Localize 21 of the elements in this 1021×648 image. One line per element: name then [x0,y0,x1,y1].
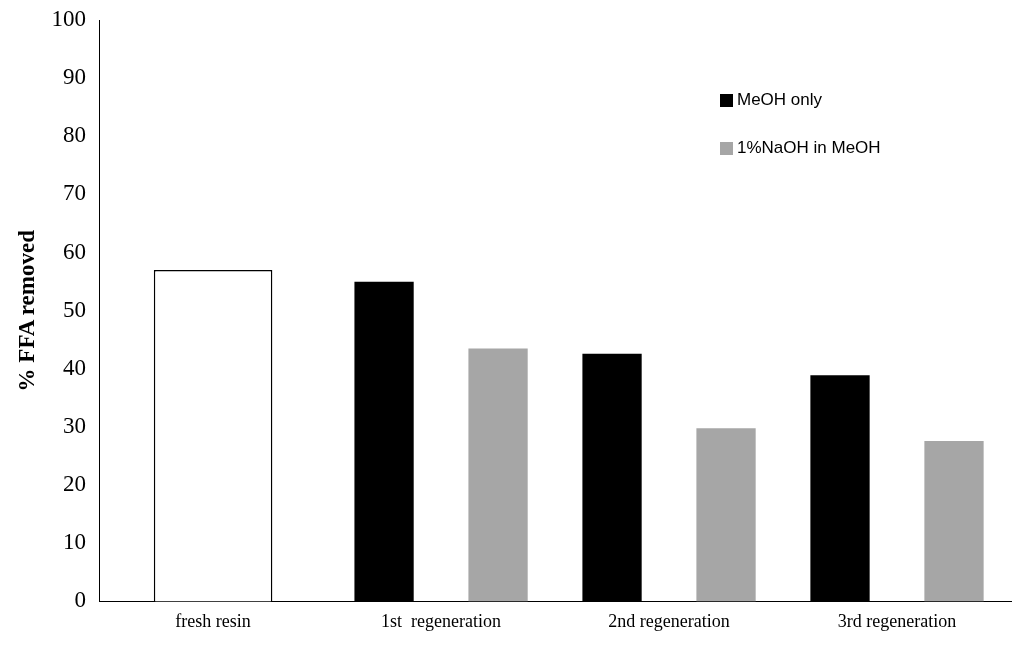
y-tick-label: 80 [63,122,87,148]
y-tick-label: 70 [63,180,87,206]
y-tick-label: 40 [63,354,87,380]
x-tick-label: 1st regeneration [381,610,502,631]
y-axis-title: % FFA removed [13,229,39,392]
y-tick-label: 30 [63,413,87,439]
y-tick-label: 90 [63,64,87,90]
bar [468,348,528,602]
x-tick-label: fresh resin [175,610,251,631]
legend-label: 1%NaOH in MeOH [737,138,881,158]
x-tick-label: 2nd regeneration [608,610,730,631]
bar [696,428,756,602]
legend-label: MeOH only [737,90,823,110]
bar [924,440,984,602]
x-tick-label: 3rd regeneration [837,610,957,631]
y-tick-label: 0 [74,587,87,613]
y-tick-label: 100 [51,6,87,32]
y-tick-label: 50 [63,296,87,322]
y-tick-label: 60 [63,238,87,264]
y-tick-label: 20 [63,471,87,497]
y-tick-label: 10 [63,529,87,555]
